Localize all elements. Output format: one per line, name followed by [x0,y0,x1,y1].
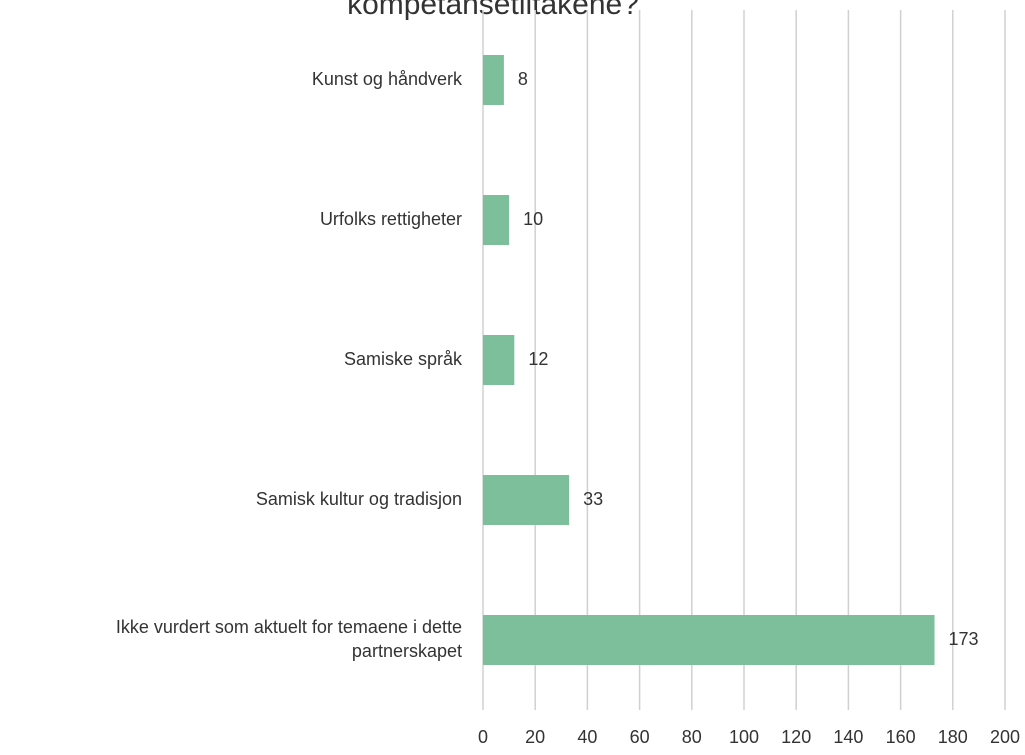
bar [483,335,515,385]
bar [483,475,570,525]
x-tick-label: 140 [833,727,863,747]
x-tick-label: 100 [729,727,759,747]
x-tick-label: 0 [478,727,488,747]
data-label: 33 [583,489,603,509]
data-label: 173 [949,629,979,649]
x-tick-label: 40 [577,727,597,747]
y-tick-label: Samiske språk [344,349,463,369]
y-tick-label: Urfolks rettigheter [320,209,462,229]
x-tick-label: 80 [682,727,702,747]
x-tick-label: 60 [630,727,650,747]
x-tick-label: 160 [886,727,916,747]
data-label: 8 [518,69,528,89]
x-tick-label: 120 [781,727,811,747]
chart-title: kompetansetiltakene? [347,0,639,21]
y-tick-label: Ikke vurdert som aktuelt for temaene i d… [116,617,462,661]
x-tick-label: 20 [525,727,545,747]
x-tick-label: 180 [938,727,968,747]
y-tick-label: Kunst og håndverk [312,69,463,89]
bar [483,615,935,665]
data-label: 12 [528,349,548,369]
data-label: 10 [523,209,543,229]
x-tick-label: 200 [990,727,1020,747]
y-tick-label: Samisk kultur og tradisjon [256,489,462,509]
bar [483,195,510,245]
bar [483,55,504,105]
